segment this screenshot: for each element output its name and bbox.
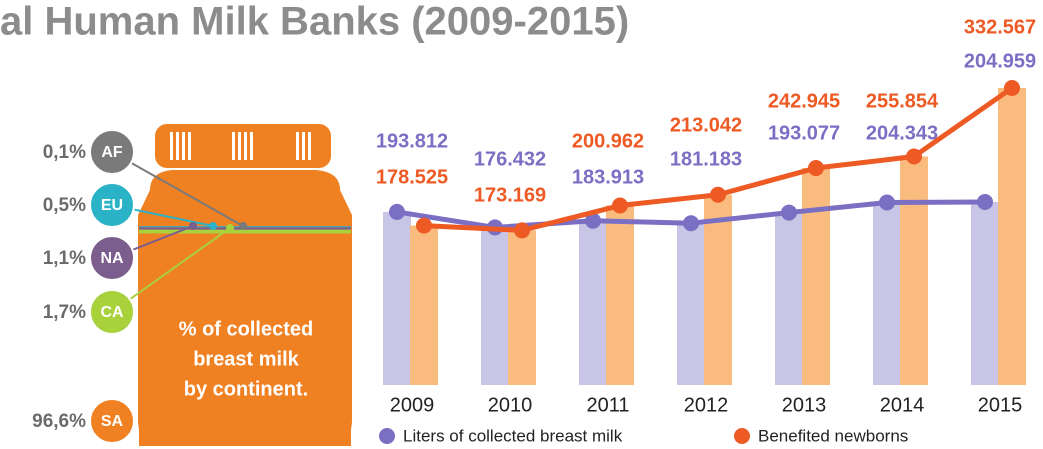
connector bbox=[111, 227, 231, 313]
x-tick-label: 2012 bbox=[684, 394, 729, 416]
data-label: 183.913 bbox=[572, 166, 644, 188]
continent-badge bbox=[89, 398, 135, 444]
jar-caption: breast milk bbox=[193, 348, 299, 370]
x-tick-label: 2011 bbox=[586, 394, 629, 416]
legend-marker bbox=[379, 428, 395, 444]
x-tick-label: 2010 bbox=[488, 394, 533, 416]
jar-lid bbox=[155, 124, 331, 168]
connector-dot bbox=[189, 222, 197, 230]
data-label: 332.567 bbox=[964, 16, 1036, 38]
jar-caption: by continent. bbox=[184, 378, 308, 400]
bar bbox=[606, 205, 634, 385]
data-label: 193.077 bbox=[768, 122, 840, 144]
line-point bbox=[514, 222, 530, 239]
x-tick-label: 2013 bbox=[782, 394, 827, 416]
connector-dot bbox=[239, 222, 247, 230]
continent-code: AF bbox=[101, 144, 123, 161]
continent-code: NA bbox=[100, 250, 124, 267]
data-label: 176.432 bbox=[474, 148, 546, 170]
line-point bbox=[879, 194, 895, 211]
connector-dot bbox=[226, 224, 234, 232]
bar bbox=[775, 212, 803, 385]
data-label: 178.525 bbox=[376, 166, 448, 188]
jar-layer bbox=[139, 233, 351, 446]
data-label: 204.343 bbox=[866, 122, 938, 144]
continent-badge bbox=[89, 235, 135, 281]
connector bbox=[111, 151, 244, 227]
line-point bbox=[683, 215, 699, 232]
data-label: 255.854 bbox=[866, 90, 939, 112]
bar bbox=[677, 223, 705, 385]
line-point bbox=[977, 193, 993, 210]
continent-share: 0,1% bbox=[43, 142, 86, 163]
jar-caption: % of collected bbox=[179, 318, 313, 340]
continent-badge bbox=[89, 129, 135, 175]
continent-code: SA bbox=[101, 413, 124, 430]
continent-code: CA bbox=[100, 304, 124, 321]
legend-label: Benefited newborns bbox=[758, 426, 908, 445]
data-label: 181.183 bbox=[670, 148, 742, 170]
legend-label: Liters of collected breast milk bbox=[403, 426, 623, 445]
line-point bbox=[585, 212, 601, 229]
continent-share: 0,5% bbox=[43, 195, 86, 216]
line-point bbox=[612, 197, 628, 214]
chart-title: al Human Milk Banks (2009-2015) bbox=[0, 0, 629, 44]
lid-stripes bbox=[170, 132, 311, 160]
bar bbox=[873, 202, 901, 385]
bar bbox=[971, 201, 999, 385]
line-point bbox=[808, 160, 824, 177]
data-label: 242.945 bbox=[768, 90, 840, 112]
x-tick-label: 2015 bbox=[978, 394, 1023, 416]
line-point bbox=[781, 204, 797, 221]
continent-code: EU bbox=[101, 197, 123, 214]
data-label: 173.169 bbox=[474, 184, 546, 206]
line-point bbox=[416, 217, 432, 234]
continent-badge bbox=[89, 182, 135, 228]
jar-layer bbox=[139, 229, 351, 234]
continent-share: 96,6% bbox=[32, 411, 86, 432]
data-label: 193.812 bbox=[376, 130, 448, 152]
bar bbox=[383, 211, 411, 385]
x-tick-label: 2009 bbox=[390, 394, 435, 416]
continent-badge bbox=[89, 289, 135, 335]
legend-marker bbox=[734, 428, 750, 444]
bar bbox=[900, 156, 928, 385]
bar bbox=[481, 227, 509, 385]
bar bbox=[802, 168, 830, 385]
bar bbox=[998, 88, 1026, 385]
line-point bbox=[710, 186, 726, 203]
bar bbox=[508, 230, 536, 385]
x-tick-label: 2014 bbox=[880, 394, 925, 416]
line-point bbox=[389, 203, 405, 220]
line-point bbox=[906, 148, 922, 165]
continent-share: 1,7% bbox=[43, 302, 86, 323]
connector-dot bbox=[209, 222, 217, 230]
bar bbox=[579, 220, 607, 385]
bar bbox=[704, 194, 732, 385]
data-label: 204.959 bbox=[964, 50, 1036, 72]
continent-share: 1,1% bbox=[43, 248, 86, 269]
data-label: 200.962 bbox=[572, 130, 644, 152]
line-point bbox=[1004, 80, 1020, 96]
bar bbox=[410, 225, 438, 385]
data-label: 213.042 bbox=[670, 114, 742, 136]
